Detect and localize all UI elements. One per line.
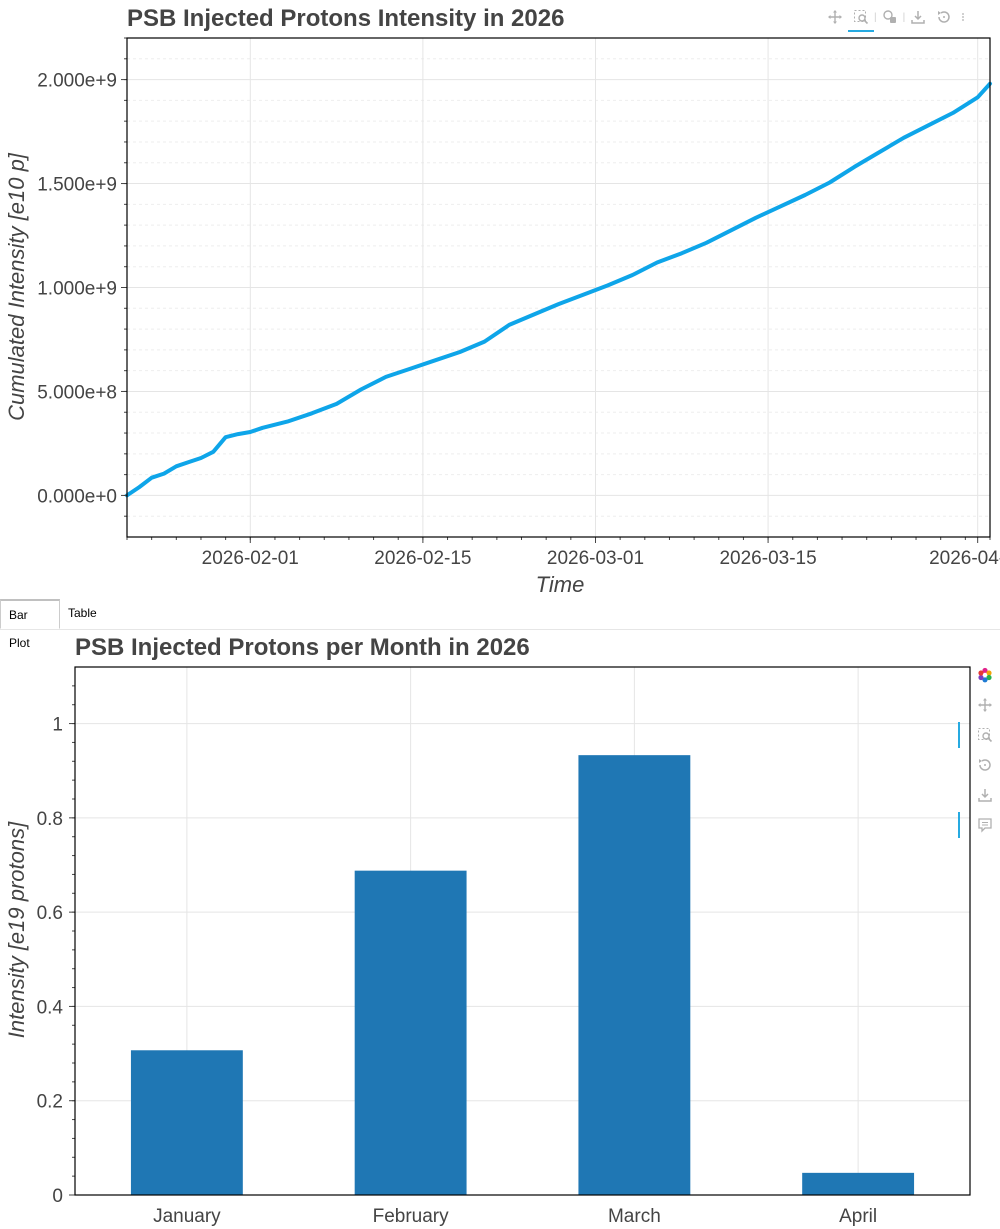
bar-january[interactable] bbox=[130, 1050, 243, 1195]
y-tick-label: 1.500e+9 bbox=[37, 175, 117, 196]
line-chart-toolbar: | | bbox=[822, 4, 969, 32]
bar-chart: PSB Injected Protons per Month in 2026 0… bbox=[4, 634, 971, 1227]
pan-icon[interactable] bbox=[822, 4, 848, 30]
x-tick-label: 2026-03-01 bbox=[547, 548, 644, 569]
bar-chart-toolbar bbox=[958, 662, 998, 838]
more-icon[interactable] bbox=[957, 4, 969, 30]
x-tick-label: 2026-03-15 bbox=[719, 548, 816, 569]
line-chart-xlabel: Time bbox=[536, 572, 585, 597]
x-tick-label: March bbox=[608, 1206, 661, 1227]
y-tick-label: 0.6 bbox=[37, 903, 63, 924]
bar-chart-title: PSB Injected Protons per Month in 2026 bbox=[75, 634, 530, 661]
bokeh-logo-icon bbox=[972, 662, 998, 688]
y-tick-label: 0.8 bbox=[37, 809, 63, 830]
reset-icon[interactable] bbox=[972, 752, 998, 778]
bar-march[interactable] bbox=[578, 755, 691, 1195]
bar-february[interactable] bbox=[354, 870, 467, 1195]
y-tick-label: 5.000e+8 bbox=[37, 382, 117, 403]
plot-frame bbox=[126, 37, 991, 538]
y-tick-label: 0 bbox=[52, 1186, 63, 1207]
toolbar-separator: | bbox=[902, 11, 906, 23]
x-tick-label: 2026-02-15 bbox=[374, 548, 471, 569]
y-tick-label: 0.2 bbox=[37, 1092, 63, 1113]
plot-frame bbox=[74, 666, 971, 1196]
line-chart-title: PSB Injected Protons Intensity in 2026 bbox=[127, 5, 564, 32]
line-chart: PSB Injected Protons Intensity in 2026 0… bbox=[4, 5, 1000, 597]
toolbar-separator: | bbox=[874, 11, 877, 23]
x-tick-label: February bbox=[373, 1206, 450, 1227]
bar-chart-axes: 0 0.2 0.4 0.6 0.8 1 January February March April bbox=[37, 666, 971, 1227]
hover-icon[interactable] bbox=[958, 812, 998, 838]
y-tick-label: 0.4 bbox=[37, 997, 64, 1018]
bar-april[interactable] bbox=[802, 1172, 915, 1195]
hover-icon[interactable] bbox=[877, 4, 903, 30]
y-tick-label: 1 bbox=[52, 715, 63, 736]
x-tick-label: 2026-02-01 bbox=[202, 548, 299, 569]
box-zoom-icon[interactable] bbox=[848, 4, 874, 32]
y-tick-label: 2.000e+9 bbox=[37, 71, 117, 92]
bar-chart-plot-area[interactable] bbox=[130, 755, 915, 1195]
save-icon[interactable] bbox=[972, 782, 998, 808]
line-chart-plot-area[interactable] bbox=[125, 81, 992, 498]
x-tick-label: April bbox=[839, 1206, 877, 1227]
x-tick-label: 2026-04-01 bbox=[929, 548, 1000, 569]
y-tick-label: 0.000e+0 bbox=[37, 486, 117, 507]
line-chart-axes: 0.000e+0 5.000e+8 1.000e+9 1.500e+9 2.000e+9… bbox=[37, 37, 1000, 569]
y-tick-label: 1.000e+9 bbox=[37, 279, 117, 300]
line-chart-grid bbox=[127, 37, 990, 537]
bar-chart-ylabel: Intensity [e19 protons] bbox=[4, 821, 29, 1038]
save-icon[interactable] bbox=[905, 4, 931, 30]
line-chart-ylabel: Cumulated Intensity [e10 p] bbox=[4, 152, 29, 421]
tab-table[interactable]: Table bbox=[68, 606, 97, 620]
x-tick-label: January bbox=[153, 1206, 221, 1227]
chart-tabs: Bar Plot Table bbox=[0, 599, 1000, 650]
tab-bar-plot[interactable]: Bar Plot bbox=[0, 599, 60, 650]
reset-icon[interactable] bbox=[931, 4, 957, 30]
cumulative-intensity-line[interactable] bbox=[125, 81, 992, 498]
pan-icon[interactable] bbox=[972, 692, 998, 718]
box-zoom-icon[interactable] bbox=[958, 722, 998, 748]
